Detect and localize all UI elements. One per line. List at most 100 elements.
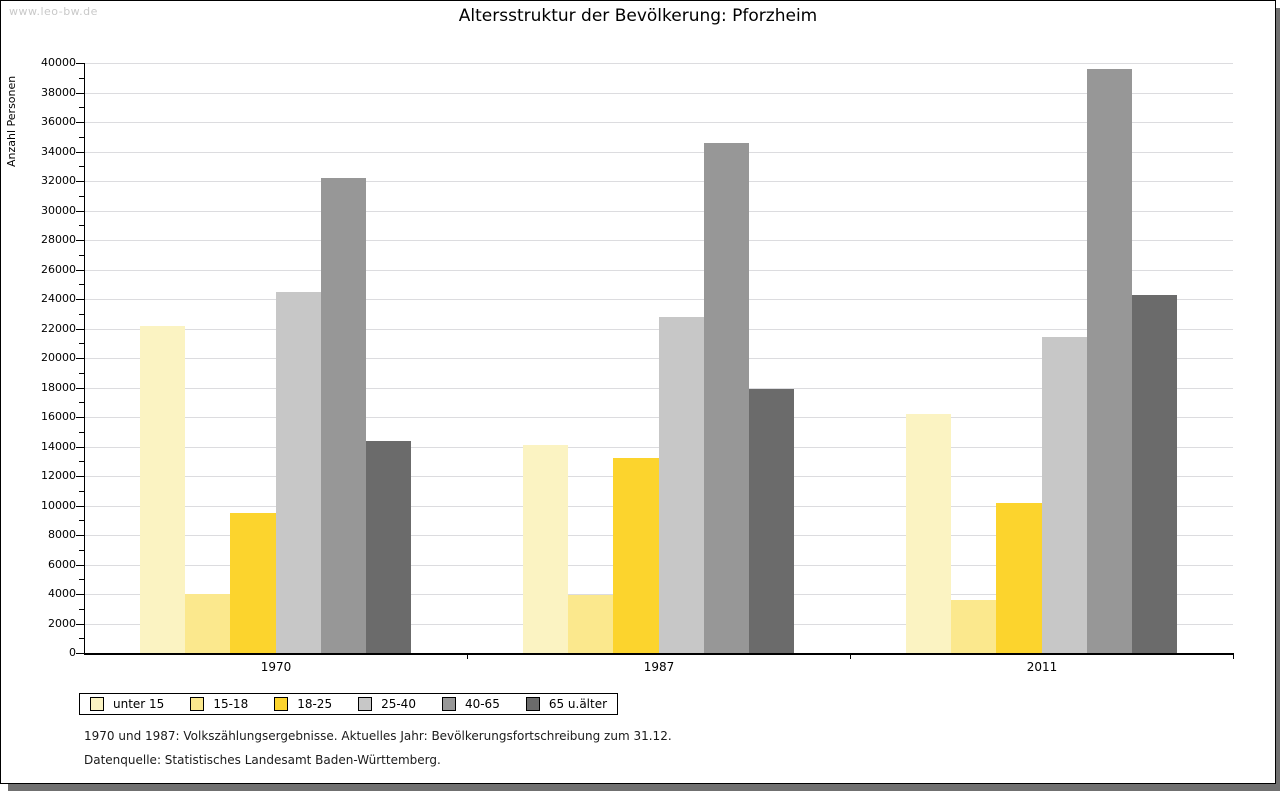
y-tick-label: 16000 [41,410,76,423]
legend-item: 15-18 [190,697,248,711]
gridline [84,270,1233,271]
y-tick-major [76,270,84,271]
gridline [84,122,1233,123]
legend-label: 65 u.älter [548,697,608,711]
legend-item: 18-25 [274,697,332,711]
y-tick-major [76,122,84,123]
legend-item: 40-65 [441,697,500,711]
y-tick-minor [79,166,84,167]
legend-swatch [190,697,205,711]
y-tick-minor [79,255,84,256]
bar [659,317,704,653]
y-tick-label: 36000 [41,115,76,128]
y-tick-minor [79,373,84,374]
x-tick-label: 2011 [1026,660,1058,674]
y-tick-label: 0 [69,646,76,659]
bar [230,513,276,653]
y-tick-minor [79,225,84,226]
bar [185,594,230,653]
y-tick-major [76,152,84,153]
y-tick-minor [79,520,84,521]
bar [1042,337,1087,653]
y-tick-minor [79,638,84,639]
y-tick-minor [79,343,84,344]
y-tick-label: 2000 [48,617,76,630]
y-tick-label: 10000 [41,499,76,512]
x-tick-label: 1970 [260,660,292,674]
y-tick-major [76,506,84,507]
y-tick-major [76,299,84,300]
y-tick-minor [79,137,84,138]
footer-note-1: 1970 und 1987: Volkszählungsergebnisse. … [84,729,672,743]
y-tick-label: 30000 [41,204,76,217]
legend-swatch [441,697,456,711]
legend-label: 25-40 [381,697,416,711]
y-tick-minor [79,402,84,403]
y-tick-major [76,63,84,64]
bar [140,326,185,653]
x-tick [467,653,468,659]
bar [613,458,659,653]
y-tick-minor [79,107,84,108]
y-tick-label: 12000 [41,469,76,482]
y-tick-label: 34000 [41,145,76,158]
legend-label: 40-65 [464,697,500,711]
bar [749,389,794,653]
gridline [84,417,1233,418]
legend-label: unter 15 [113,697,165,711]
legend-swatch [358,697,373,711]
legend-item: 25-40 [358,697,416,711]
bar [951,600,996,653]
y-tick-major [76,358,84,359]
y-tick-major [76,653,84,654]
y-tick-label: 14000 [41,440,76,453]
x-axis-line [84,653,1234,655]
y-axis-line [84,63,85,654]
y-tick-label: 22000 [41,322,76,335]
y-tick-major [76,211,84,212]
y-tick-major [76,594,84,595]
y-tick-label: 4000 [48,587,76,600]
y-tick-minor [79,78,84,79]
y-tick-major [76,93,84,94]
legend-item: 65 u.älter [525,697,608,711]
y-tick-label: 24000 [41,292,76,305]
legend-swatch [274,697,289,711]
y-tick-major [76,565,84,566]
y-tick-label: 18000 [41,381,76,394]
bar [996,503,1042,653]
y-tick-minor [79,196,84,197]
bar [906,414,951,653]
y-tick-major [76,388,84,389]
bar [1132,295,1177,653]
gridline [84,152,1233,153]
bar [366,441,411,653]
y-tick-minor [79,550,84,551]
y-tick-minor [79,491,84,492]
x-tick [1233,653,1234,659]
y-tick-major [76,535,84,536]
y-tick-minor [79,461,84,462]
gridline [84,388,1233,389]
gridline [84,93,1233,94]
legend-item: unter 15 [90,697,164,711]
legend: unter 15 15-18 18-25 25-40 40-65 65 u.älter [79,693,619,715]
chart-title: Altersstruktur der Bevölkerung: Pforzhei… [458,6,818,26]
gridline [84,240,1233,241]
legend-label: 15-18 [213,697,249,711]
y-tick-label: 32000 [41,174,76,187]
bar [523,445,568,653]
y-tick-label: 40000 [41,56,76,69]
gridline [84,63,1233,64]
y-tick-label: 6000 [48,558,76,571]
y-tick-label: 38000 [41,86,76,99]
bar [276,292,321,653]
bar [321,178,366,653]
bar [568,595,613,653]
y-tick-major [76,417,84,418]
watermark: www.leo-bw.de [9,5,98,18]
y-tick-label: 20000 [41,351,76,364]
legend-label: 18-25 [297,697,333,711]
